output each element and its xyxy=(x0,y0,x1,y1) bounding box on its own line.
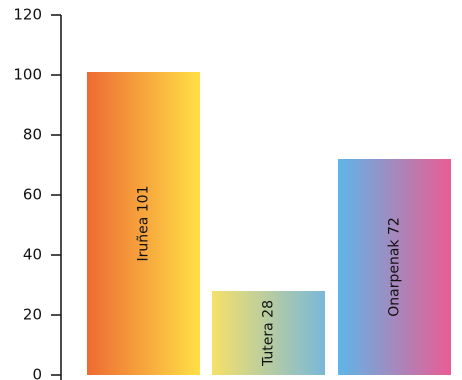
bar-iru-ea xyxy=(87,72,200,375)
bars-layer: Iruñea 101 Tutera 28 Onarpenak 72 xyxy=(87,72,451,375)
y-tick-label: 60 xyxy=(23,186,42,204)
bar-onarpenak xyxy=(338,159,451,375)
y-tick-label: 100 xyxy=(13,66,42,84)
y-tick-label: 20 xyxy=(23,306,42,324)
y-tick-label: 120 xyxy=(13,6,42,24)
bar-data-label: Onarpenak 72 xyxy=(387,217,403,317)
y-tick-label: 40 xyxy=(23,246,42,264)
bar-data-label: Tutera 28 xyxy=(261,300,277,367)
y-tick-label: 0 xyxy=(32,366,42,380)
bar-tutera xyxy=(212,291,325,375)
bar-data-label: Iruñea 101 xyxy=(136,186,152,262)
y-tick-label: 80 xyxy=(23,126,42,144)
y-axis: 0 20 40 60 80 100 120 xyxy=(13,6,62,380)
